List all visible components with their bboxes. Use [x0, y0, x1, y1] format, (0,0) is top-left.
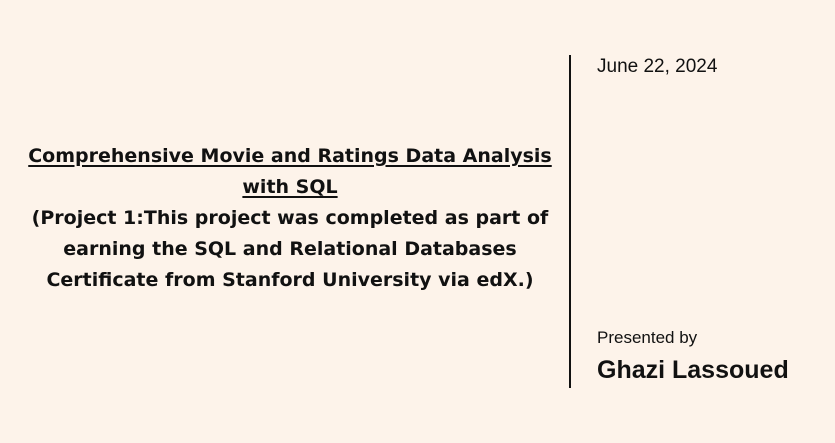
title-block: Comprehensive Movie and Ratings Data Ana… — [20, 141, 560, 296]
presented-by-label: Presented by — [597, 328, 698, 347]
presenter-name: Ghazi Lassoued — [597, 356, 789, 384]
slide-title: Comprehensive Movie and Ratings Data Ana… — [28, 145, 552, 198]
vertical-divider — [569, 55, 571, 388]
slide-subtitle: (Project 1:This project was completed as… — [31, 207, 549, 291]
presentation-date: June 22, 2024 — [597, 56, 718, 77]
